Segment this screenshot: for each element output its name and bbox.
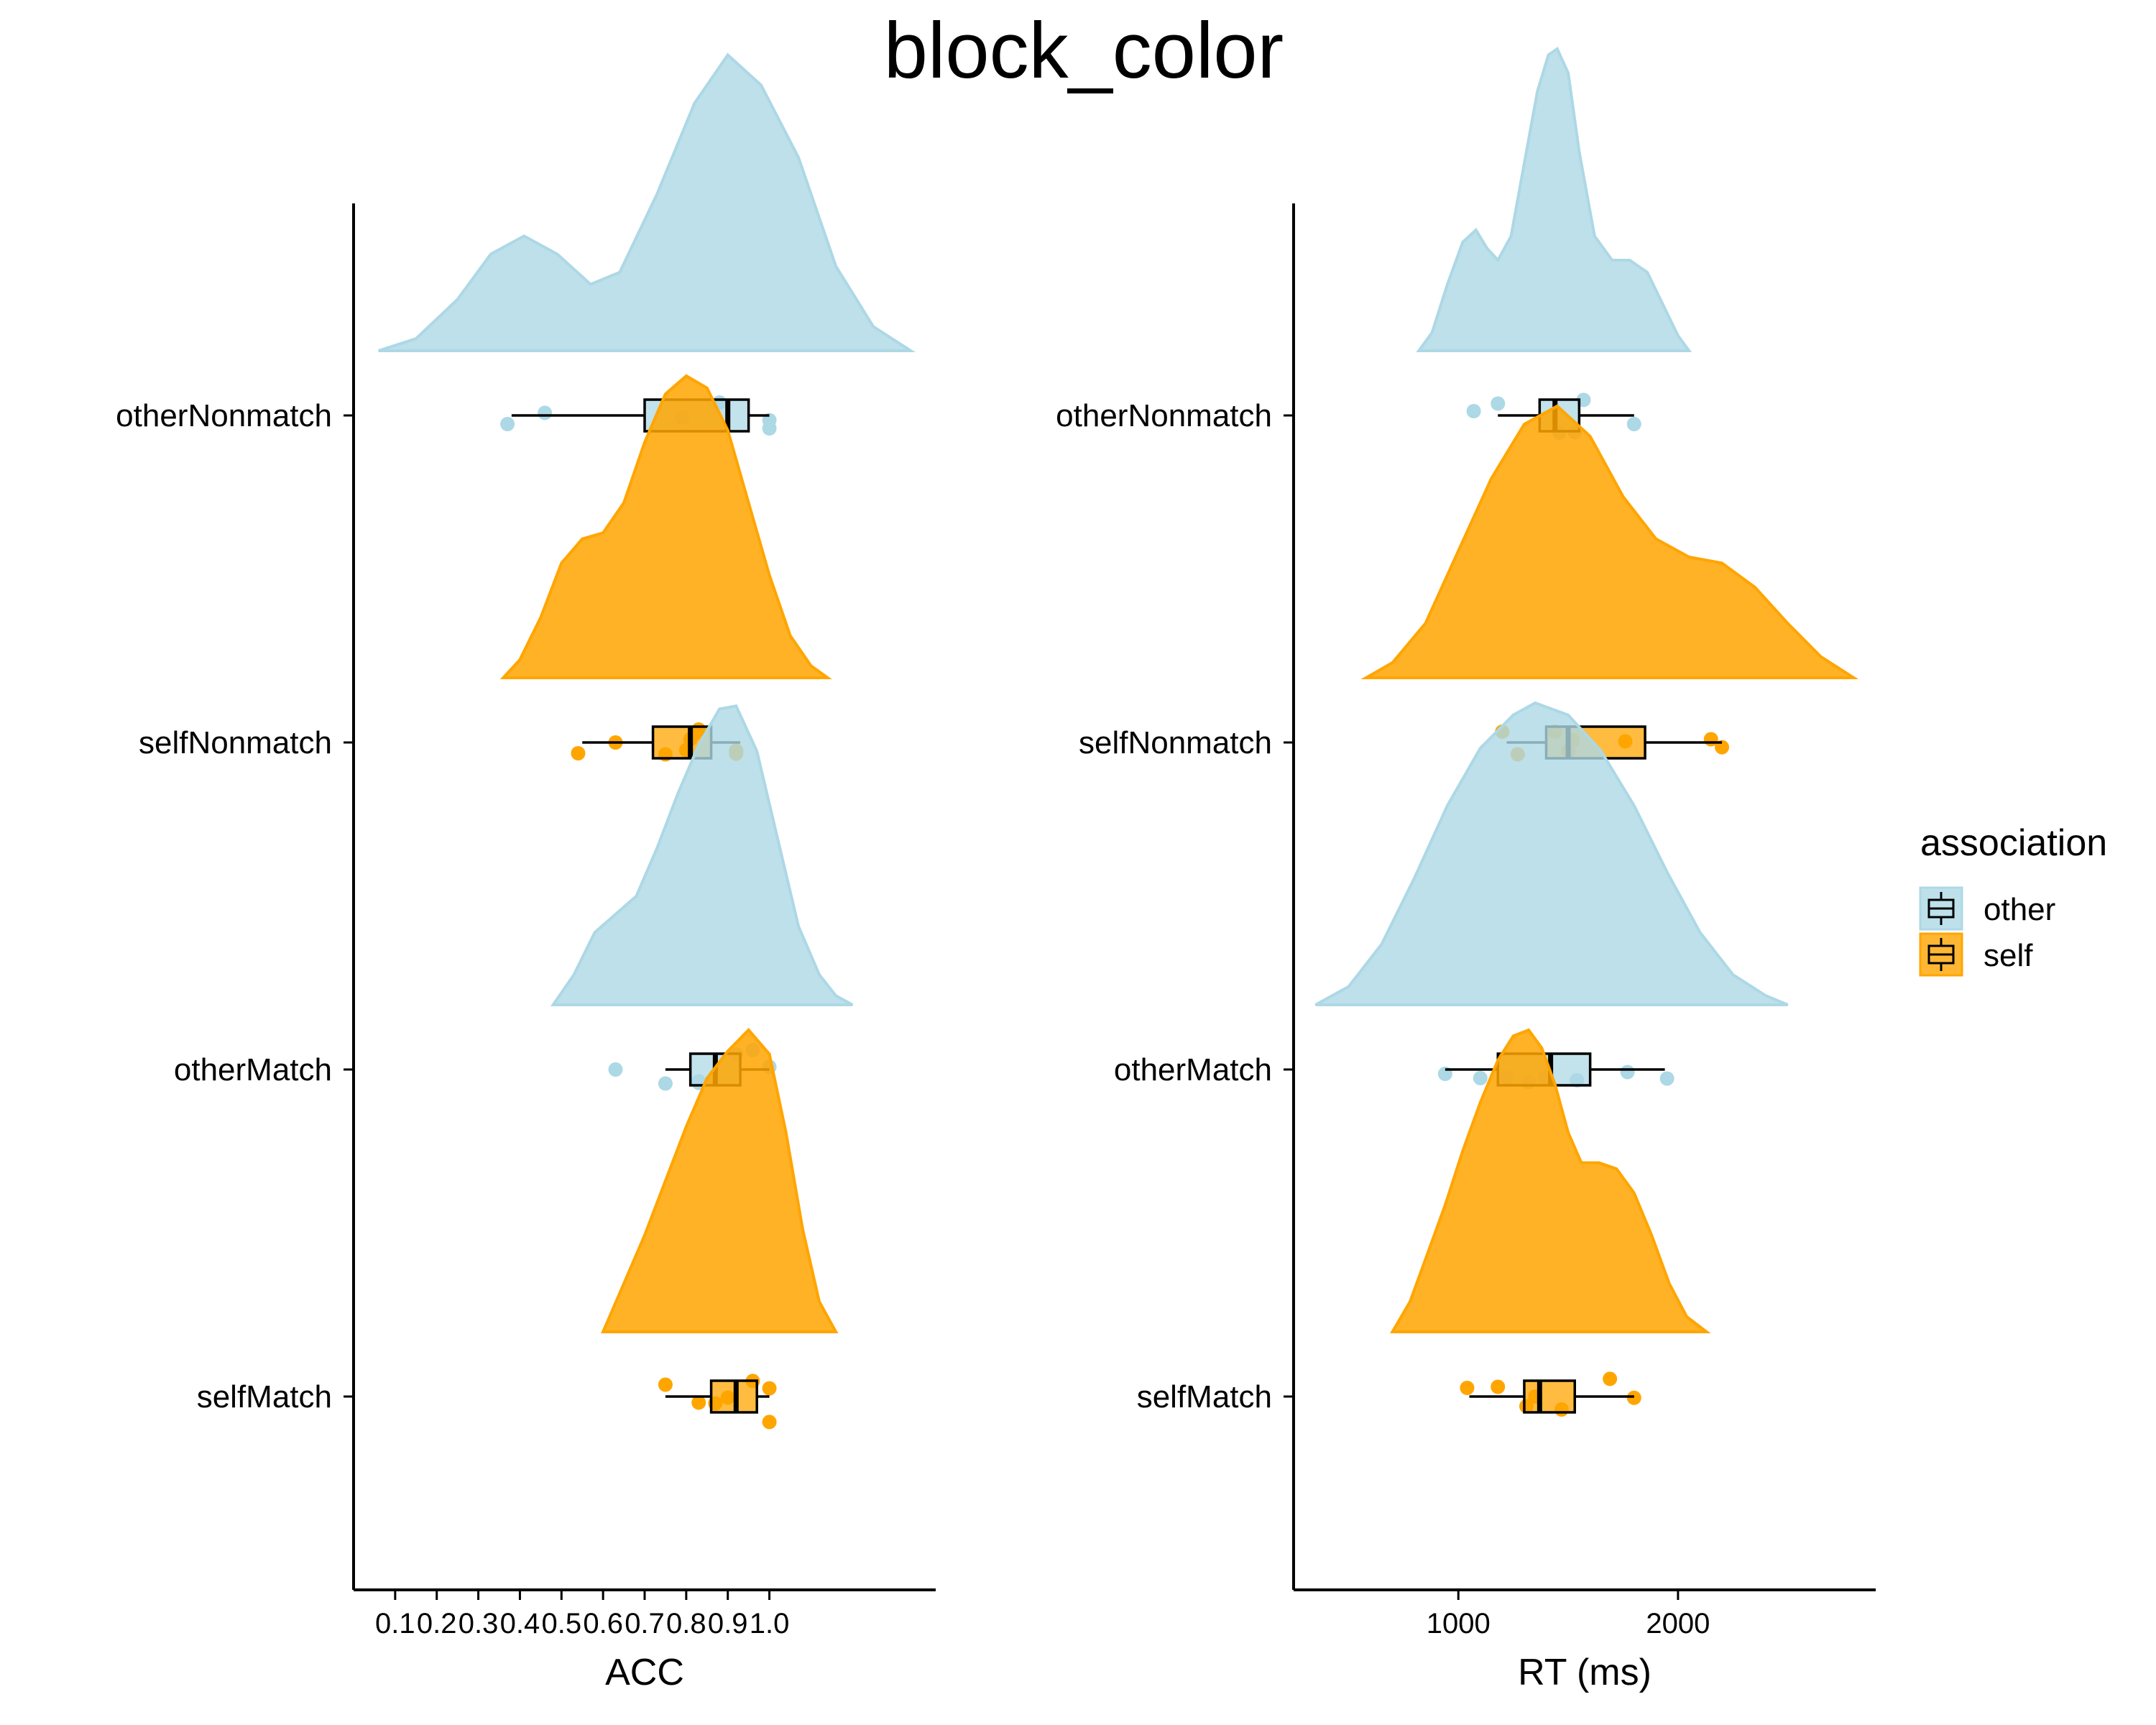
panel-rt: 1000 2000 RT (ms) otherNonmatch selfNonmatch… bbox=[1056, 46, 1876, 1693]
point-otherNonmatch bbox=[538, 405, 553, 420]
point-otherMatch bbox=[608, 1062, 623, 1077]
legend-items: other self bbox=[1919, 886, 2055, 977]
point-selfMatch bbox=[762, 1414, 777, 1430]
x-tick-label: 0.2 bbox=[417, 1608, 457, 1639]
x-tick-label: 0.1 bbox=[375, 1608, 415, 1639]
point-selfMatch bbox=[658, 1377, 673, 1392]
category-label: selfNonmatch bbox=[1079, 725, 1272, 760]
point-otherNonmatch bbox=[1626, 417, 1641, 431]
category-label: otherMatch bbox=[174, 1052, 332, 1087]
x-tick-label: 1.0 bbox=[750, 1608, 790, 1639]
x-tick-label: 0.6 bbox=[583, 1608, 623, 1639]
x-tick-label: 0.3 bbox=[459, 1608, 499, 1639]
point-otherMatch bbox=[1659, 1071, 1674, 1086]
x-tick-label: 2000 bbox=[1646, 1608, 1710, 1639]
category-label: selfMatch bbox=[1137, 1379, 1272, 1414]
density-selfMatch bbox=[1390, 1028, 1711, 1333]
box-selfMatch bbox=[1523, 1379, 1576, 1414]
density-selfNonmatch bbox=[499, 374, 832, 679]
density-otherNonmatch bbox=[378, 52, 916, 352]
chart-title: block_color bbox=[884, 6, 1284, 95]
point-selfMatch bbox=[762, 1381, 777, 1396]
legend-title: association bbox=[1920, 822, 2107, 864]
point-selfNonmatch bbox=[1703, 732, 1718, 747]
x-tick-label: 0.4 bbox=[500, 1608, 540, 1639]
legend-label-self: self bbox=[1984, 938, 2033, 973]
legend: association other self bbox=[1919, 822, 2107, 977]
point-selfMatch bbox=[691, 1395, 706, 1410]
density-otherMatch bbox=[550, 704, 854, 1006]
point-selfMatch bbox=[1460, 1381, 1475, 1395]
x-tick-label: 0.7 bbox=[625, 1608, 665, 1639]
density-otherMatch bbox=[1314, 701, 1789, 1006]
category-label: otherNonmatch bbox=[1056, 398, 1272, 433]
point-selfMatch bbox=[1603, 1371, 1618, 1386]
x-tick-label: 1000 bbox=[1427, 1608, 1491, 1639]
density-otherNonmatch bbox=[1416, 46, 1692, 352]
point-otherNonmatch bbox=[1466, 404, 1481, 418]
point-otherNonmatch bbox=[500, 417, 515, 431]
category-label: otherNonmatch bbox=[116, 398, 332, 433]
density-selfNonmatch bbox=[1360, 404, 1859, 679]
x-tick-label: 0.8 bbox=[666, 1608, 706, 1639]
point-selfMatch bbox=[1626, 1390, 1641, 1405]
x-tick-label: 0.9 bbox=[708, 1608, 748, 1639]
point-selfMatch bbox=[1491, 1379, 1506, 1394]
point-selfNonmatch bbox=[571, 746, 586, 760]
legend-label-other: other bbox=[1984, 892, 2055, 927]
x-axis-title: RT (ms) bbox=[1518, 1652, 1651, 1693]
point-otherMatch bbox=[658, 1076, 673, 1091]
category-label: selfNonmatch bbox=[139, 725, 332, 760]
point-otherMatch bbox=[1620, 1064, 1635, 1080]
category-label: otherMatch bbox=[1114, 1052, 1272, 1087]
density-selfMatch bbox=[601, 1028, 839, 1333]
panel-acc: 0.1 0.2 0.3 0.4 0.5 0.6 0.7 0.8 0.9 1.0 ACC otherNo… bbox=[116, 52, 936, 1693]
x-tick-label: 0.5 bbox=[541, 1608, 581, 1639]
point-otherNonmatch bbox=[1491, 396, 1506, 411]
category-label: selfMatch bbox=[197, 1379, 332, 1414]
x-axis-title: ACC bbox=[605, 1652, 684, 1693]
point-otherMatch bbox=[1473, 1071, 1488, 1085]
